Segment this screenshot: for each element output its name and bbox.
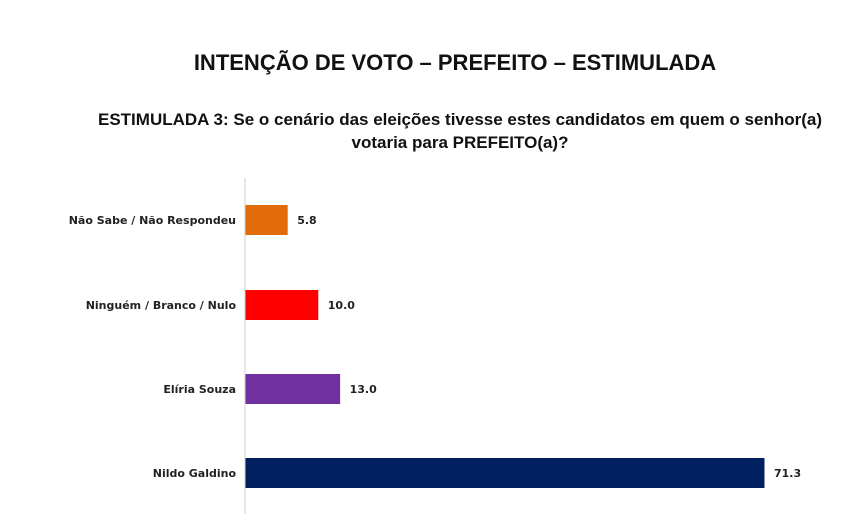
- bar: [245, 374, 341, 404]
- data-label: 13.0: [350, 383, 377, 396]
- chart-subtitle: ESTIMULADA 3: Se o cenário das eleições …: [98, 110, 822, 152]
- chart-title: INTENÇÃO DE VOTO – PREFEITO – ESTIMULADA: [193, 50, 717, 75]
- category-label: Elíria Souza: [163, 383, 236, 396]
- data-label: 71.3: [774, 467, 801, 480]
- category-label: Não Sabe / Não Respondeu: [69, 214, 236, 227]
- bar: [245, 458, 765, 488]
- data-label: 10.0: [328, 299, 355, 312]
- data-label: 5.8: [297, 214, 317, 227]
- bar: [245, 205, 288, 235]
- category-label: Ninguém / Branco / Nulo: [86, 299, 237, 312]
- category-label: Nildo Galdino: [153, 467, 237, 480]
- bar: [245, 290, 319, 320]
